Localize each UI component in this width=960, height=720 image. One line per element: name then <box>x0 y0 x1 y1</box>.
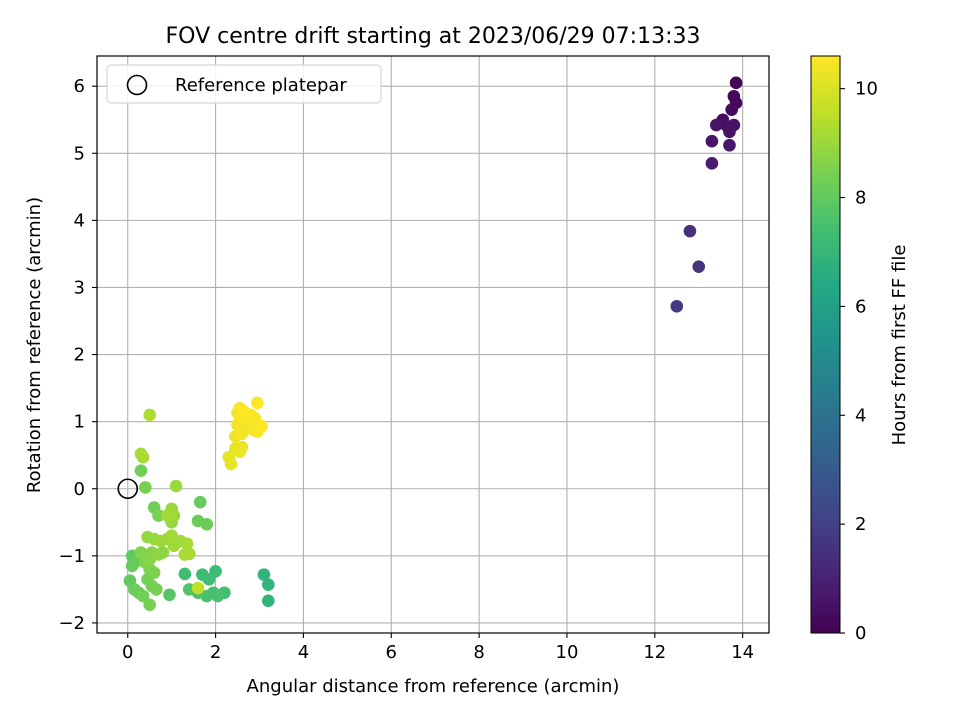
x-tick-label: 8 <box>473 642 484 663</box>
data-point <box>202 573 216 586</box>
colorbar-gradient <box>810 55 841 634</box>
plot-frame <box>96 55 770 634</box>
data-points <box>123 76 743 612</box>
data-point <box>156 546 170 559</box>
x-tick-label: 0 <box>122 642 133 663</box>
data-point <box>182 547 196 561</box>
y-tick-label: −1 <box>58 546 85 567</box>
data-point <box>134 464 148 477</box>
chart-title: FOV centre drift starting at 2023/06/29 … <box>166 24 701 49</box>
legend-entry-reference-platepar: Reference platepar <box>175 75 347 96</box>
data-point <box>134 546 148 559</box>
x-tick-label: 14 <box>731 642 754 663</box>
colorbar-tick-label: 8 <box>855 188 866 209</box>
data-point <box>237 405 251 418</box>
y-axis-ticks: −2 −1 0 1 2 3 4 5 6 <box>58 76 97 634</box>
data-point <box>261 594 275 608</box>
grid-lines <box>97 56 769 633</box>
colorbar-tick-label: 2 <box>855 514 866 535</box>
data-point <box>143 408 157 422</box>
data-point <box>723 138 736 152</box>
x-tick-label: 10 <box>556 642 579 663</box>
data-point <box>705 134 719 148</box>
y-tick-label: 2 <box>74 345 85 366</box>
y-axis-label: Rotation from reference (arcmin) <box>24 197 45 493</box>
x-tick-label: 4 <box>298 642 309 663</box>
data-point <box>178 567 192 581</box>
data-point <box>169 479 183 493</box>
x-axis-label: Angular distance from reference (arcmin) <box>247 676 620 697</box>
colorbar-label: Hours from first FF file <box>889 245 910 446</box>
y-tick-label: 5 <box>74 143 85 164</box>
data-point <box>136 450 150 464</box>
data-point <box>729 76 743 90</box>
data-point <box>193 495 207 509</box>
x-tick-label: 2 <box>210 642 221 663</box>
data-point <box>136 589 150 603</box>
y-tick-label: 4 <box>74 210 85 231</box>
x-axis-ticks: 0 2 4 6 8 10 12 14 <box>122 633 754 663</box>
data-point <box>180 537 194 551</box>
y-tick-label: −2 <box>58 613 85 634</box>
data-point <box>125 559 139 573</box>
data-point <box>152 509 165 522</box>
data-point <box>705 157 719 170</box>
reference-platepar-marker <box>117 478 139 500</box>
data-point <box>683 224 697 238</box>
y-tick-label: 3 <box>74 277 85 298</box>
data-point <box>224 457 238 471</box>
data-point <box>723 125 736 139</box>
data-point <box>709 118 723 132</box>
data-point <box>670 299 684 313</box>
legend-marker-icon <box>126 74 148 96</box>
data-point <box>143 598 157 612</box>
data-point <box>160 509 174 522</box>
data-point <box>191 581 205 595</box>
y-tick-label: 0 <box>74 479 85 500</box>
data-point <box>255 420 269 433</box>
legend: Reference platepar <box>106 64 382 104</box>
data-point <box>211 589 225 603</box>
colorbar-tick-label: 0 <box>855 623 866 644</box>
data-point <box>257 568 271 581</box>
data-point <box>251 396 264 410</box>
data-point <box>235 440 249 454</box>
colorbar-tick-label: 4 <box>855 405 866 426</box>
data-point <box>261 578 275 591</box>
data-point <box>163 588 176 602</box>
y-tick-label: 6 <box>74 76 85 97</box>
x-tick-label: 6 <box>386 642 397 663</box>
data-point <box>191 514 205 528</box>
colorbar-tick-label: 6 <box>855 296 866 317</box>
colorbar-tick-label: 10 <box>855 79 878 100</box>
colorbar: 0 2 4 6 8 10 Hours from first FF file <box>810 55 910 644</box>
data-point <box>149 583 163 596</box>
legend-box <box>106 64 382 104</box>
y-tick-label: 1 <box>74 412 85 433</box>
data-point <box>692 260 706 273</box>
colorbar-ticks: 0 2 4 6 8 10 <box>840 79 878 644</box>
x-tick-label: 12 <box>643 642 666 663</box>
data-point <box>725 103 738 116</box>
data-point <box>139 481 152 494</box>
data-point <box>147 566 161 579</box>
